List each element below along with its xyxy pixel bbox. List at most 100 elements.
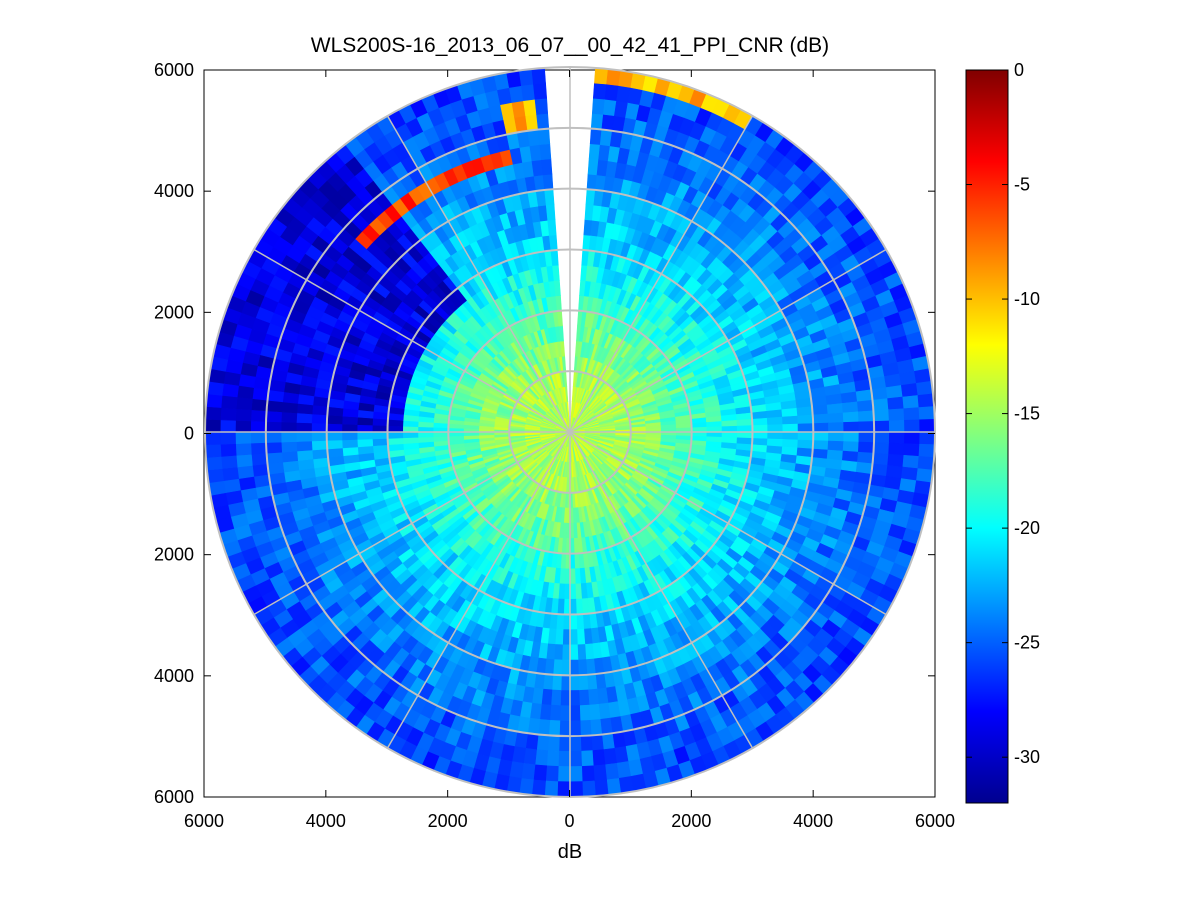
heatmap-cell <box>606 68 622 86</box>
y-tick-label: 0 <box>184 424 194 444</box>
x-axis-label: dB <box>558 841 582 863</box>
heatmap-cell <box>767 424 784 433</box>
heatmap-cell <box>251 398 268 412</box>
heatmap-cell <box>417 426 434 433</box>
heatmap-cell <box>904 419 921 433</box>
heatmap-cell <box>569 705 581 722</box>
heatmap-cell <box>797 423 814 433</box>
heatmap-cell <box>372 438 389 447</box>
heatmap-cell <box>812 440 829 451</box>
heatmap-cell <box>296 449 314 461</box>
heatmap-cell <box>559 720 571 737</box>
heatmap-cell <box>903 443 920 457</box>
heatmap-cell <box>579 704 591 722</box>
heatmap-cell <box>560 674 571 691</box>
heatmap-cell <box>205 406 222 421</box>
heatmap-cell <box>752 424 769 433</box>
heatmap-cell <box>371 431 388 440</box>
heatmap-cell <box>598 702 611 720</box>
heatmap-cell <box>870 387 888 401</box>
heatmap-cell <box>250 420 267 433</box>
heatmap-cell <box>219 419 236 433</box>
heatmap-cell <box>536 113 550 130</box>
heatmap-cell <box>903 407 920 421</box>
heatmap-cell <box>916 468 934 484</box>
heatmap-cell <box>581 780 596 797</box>
heatmap-cell <box>843 431 860 443</box>
heatmap-cell <box>587 688 599 706</box>
heatmap-cell <box>873 431 890 444</box>
heatmap-cell <box>551 674 562 691</box>
heatmap-cell <box>550 689 562 706</box>
heatmap-cell <box>706 426 723 433</box>
heatmap-cell <box>371 424 388 433</box>
heatmap-cell <box>529 144 542 162</box>
heatmap-cell <box>558 735 571 752</box>
heatmap-cell <box>752 431 769 440</box>
heatmap-cell <box>236 465 255 479</box>
heatmap-cell <box>616 761 632 779</box>
heatmap-cell <box>782 423 799 433</box>
heatmap-cell <box>557 750 571 767</box>
heatmap-cell <box>531 159 544 177</box>
heatmap-cell <box>918 443 935 458</box>
heatmap-cell <box>562 614 571 631</box>
colorbar-tick-label: -30 <box>1014 747 1040 767</box>
heatmap-cell <box>250 409 267 422</box>
heatmap-cell <box>536 734 550 751</box>
heatmap-cell <box>235 408 252 422</box>
heatmap-cell <box>577 659 588 676</box>
heatmap-cell <box>888 442 905 456</box>
heatmap-cell <box>387 437 404 446</box>
heatmap-cell <box>588 703 601 721</box>
heatmap-cell <box>574 583 583 600</box>
heatmap-cell <box>341 439 358 449</box>
x-tick-label: 6000 <box>184 811 224 831</box>
heatmap-cell <box>842 411 860 423</box>
heatmap-cell <box>533 764 548 782</box>
heatmap-cell <box>751 417 768 426</box>
heatmap-cell <box>885 385 904 399</box>
colorbar-tick-label: -10 <box>1014 289 1040 309</box>
heatmap-cell <box>564 568 571 585</box>
heatmap-cell <box>326 439 343 450</box>
heatmap-cell <box>220 454 238 469</box>
heatmap-cell <box>326 423 343 433</box>
heatmap-cell <box>592 82 607 100</box>
heatmap-cell <box>539 703 552 721</box>
heatmap-cell <box>766 409 783 419</box>
heatmap-cell <box>736 418 753 427</box>
heatmap-cell <box>549 704 561 722</box>
heatmap-cell <box>563 598 571 615</box>
heatmap-cell <box>569 583 577 600</box>
heatmap-cell <box>797 431 814 441</box>
heatmap-cell <box>575 598 584 615</box>
heatmap-cell <box>569 720 581 737</box>
heatmap-cell <box>873 420 890 433</box>
heatmap-cell <box>782 439 799 449</box>
heatmap-cell <box>220 443 237 457</box>
heatmap-cell <box>887 453 905 468</box>
heatmap-cell <box>589 128 603 145</box>
heatmap-cell <box>917 393 935 408</box>
heatmap-cell <box>534 97 549 115</box>
heatmap-cell <box>559 705 571 722</box>
heatmap-cell <box>904 431 921 445</box>
heatmap-cell <box>569 766 583 783</box>
heatmap-cell <box>544 780 559 797</box>
heatmap-cell <box>417 436 434 443</box>
heatmap-cell <box>205 443 222 458</box>
heatmap-cell <box>267 461 285 475</box>
heatmap-cell <box>857 410 875 423</box>
heatmap-cell <box>828 422 845 433</box>
heatmap-cell <box>577 644 587 661</box>
x-tick-label: 4000 <box>793 811 833 831</box>
heatmap-cell <box>841 401 859 414</box>
heatmap-cell <box>721 425 738 433</box>
heatmap-cell <box>357 445 374 455</box>
heatmap-cell <box>569 629 578 646</box>
heatmap-cell <box>584 643 595 660</box>
heatmap-cell <box>417 431 434 438</box>
heatmap-cell <box>518 68 534 86</box>
